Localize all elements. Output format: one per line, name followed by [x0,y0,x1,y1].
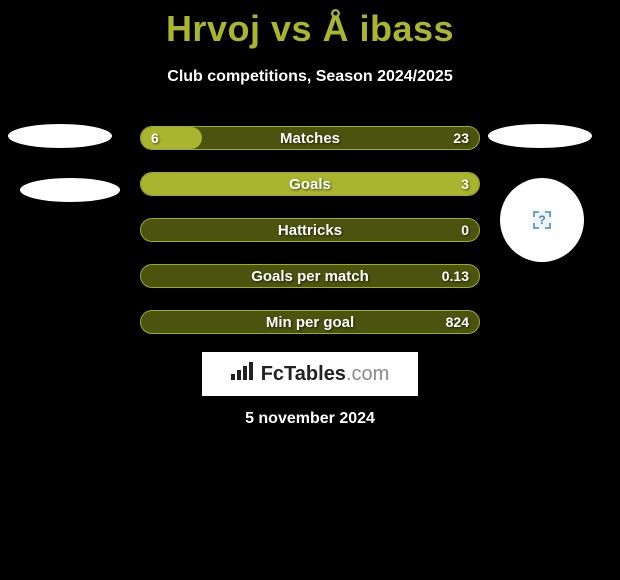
brand-bars-icon [231,362,253,380]
decor-ellipse-left-2 [20,178,120,202]
stat-row: Goals per match0.13 [140,264,480,288]
decor-ellipse-left-1 [8,124,112,148]
stat-label: Min per goal [141,311,479,333]
stat-label: Hattricks [141,219,479,241]
comparison-title: Hrvoj vs Å ibass [0,0,620,50]
brand-text: FcTables.com [261,363,390,386]
comparison-subtitle: Club competitions, Season 2024/2025 [0,68,620,86]
comparison-bars: Matches623Goals3Hattricks0Goals per matc… [140,126,480,356]
stat-value-left: 6 [151,127,159,149]
stat-row: Hattricks0 [140,218,480,242]
stat-value-right: 23 [453,127,469,149]
snapshot-date: 5 november 2024 [0,410,620,428]
decor-ellipse-right-1 [488,124,592,148]
stat-row: Min per goal824 [140,310,480,334]
stat-value-right: 824 [446,311,469,333]
stat-row: Matches623 [140,126,480,150]
stat-value-right: 0 [461,219,469,241]
brand-badge: FcTables.com [202,352,418,396]
brand-name: FcTables [261,363,346,385]
stat-label: Goals per match [141,265,479,287]
image-placeholder-icon: ? [533,211,551,229]
stat-row: Goals3 [140,172,480,196]
stat-fill-left [141,173,479,195]
placeholder-pie: ? [500,178,584,262]
brand-suffix: .com [346,363,389,385]
stat-value-right: 3 [461,173,469,195]
stat-value-right: 0.13 [442,265,469,287]
